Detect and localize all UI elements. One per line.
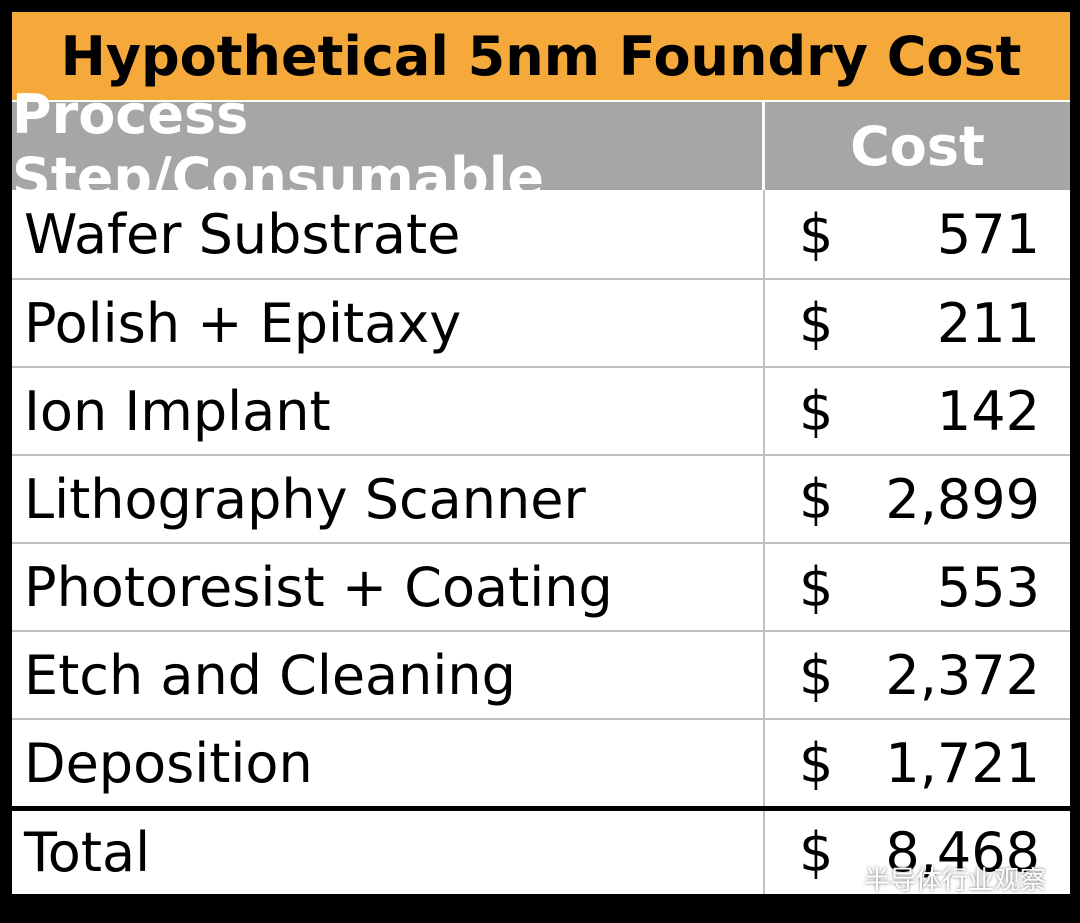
cost-cell: $142 bbox=[765, 368, 1070, 454]
currency-symbol: $ bbox=[799, 643, 834, 707]
total-cost-cell: $ 8,468 bbox=[765, 811, 1070, 894]
currency-symbol: $ bbox=[799, 467, 834, 531]
table-row: Etch and Cleaning $2,372 bbox=[12, 630, 1070, 718]
cost-cell: $2,372 bbox=[765, 632, 1070, 718]
cost-value: 2,372 bbox=[885, 643, 1040, 707]
currency-symbol: $ bbox=[799, 731, 834, 795]
cost-cell: $2,899 bbox=[765, 456, 1070, 542]
currency-symbol: $ bbox=[799, 291, 834, 355]
cost-cell: $1,721 bbox=[765, 720, 1070, 806]
currency-symbol: $ bbox=[799, 555, 834, 619]
total-label: Total bbox=[12, 811, 765, 894]
currency-symbol: $ bbox=[799, 202, 834, 266]
table-row: Wafer Substrate $571 bbox=[12, 190, 1070, 278]
total-row: Total $ 8,468 bbox=[12, 806, 1070, 894]
currency-symbol: $ bbox=[799, 821, 834, 884]
table-body: Wafer Substrate $571 Polish + Epitaxy $211 I… bbox=[12, 190, 1070, 806]
process-step-name: Wafer Substrate bbox=[12, 190, 765, 278]
cost-value: 1,721 bbox=[885, 731, 1040, 795]
cost-value: 2,899 bbox=[885, 467, 1040, 531]
cost-cell: $211 bbox=[765, 280, 1070, 366]
table-title: Hypothetical 5nm Foundry Cost bbox=[12, 12, 1070, 100]
process-step-name: Lithography Scanner bbox=[12, 456, 765, 542]
watermark: 半导体行业观察 bbox=[821, 860, 1046, 897]
process-step-name: Deposition bbox=[12, 720, 765, 806]
cost-value: 571 bbox=[936, 202, 1040, 266]
table-row: Polish + Epitaxy $211 bbox=[12, 278, 1070, 366]
table-header: Process Step/Consumable Cost bbox=[12, 83, 1070, 209]
cost-cell: $571 bbox=[765, 190, 1070, 278]
process-step-name: Ion Implant bbox=[12, 368, 765, 454]
table-row: Deposition $1,721 bbox=[12, 718, 1070, 806]
process-step-name: Etch and Cleaning bbox=[12, 632, 765, 718]
cost-value: 211 bbox=[936, 291, 1040, 355]
watermark-text: 半导体行业观察 bbox=[863, 866, 1046, 896]
process-step-name: Polish + Epitaxy bbox=[12, 280, 765, 366]
cost-cell: $553 bbox=[765, 544, 1070, 630]
total-cost-value: 8,468 bbox=[885, 821, 1040, 884]
table-row: Photoresist + Coating $553 bbox=[12, 542, 1070, 630]
cost-value: 553 bbox=[936, 555, 1040, 619]
table-row: Ion Implant $142 bbox=[12, 366, 1070, 454]
process-step-name: Photoresist + Coating bbox=[12, 544, 765, 630]
table-row: Lithography Scanner $2,899 bbox=[12, 454, 1070, 542]
header-process-step: Process Step/Consumable bbox=[12, 83, 765, 209]
cost-table: Hypothetical 5nm Foundry Cost Process St… bbox=[12, 12, 1070, 894]
wechat-icon bbox=[821, 864, 856, 894]
currency-symbol: $ bbox=[799, 379, 834, 443]
cost-value: 142 bbox=[936, 379, 1040, 443]
header-cost: Cost bbox=[850, 114, 985, 178]
